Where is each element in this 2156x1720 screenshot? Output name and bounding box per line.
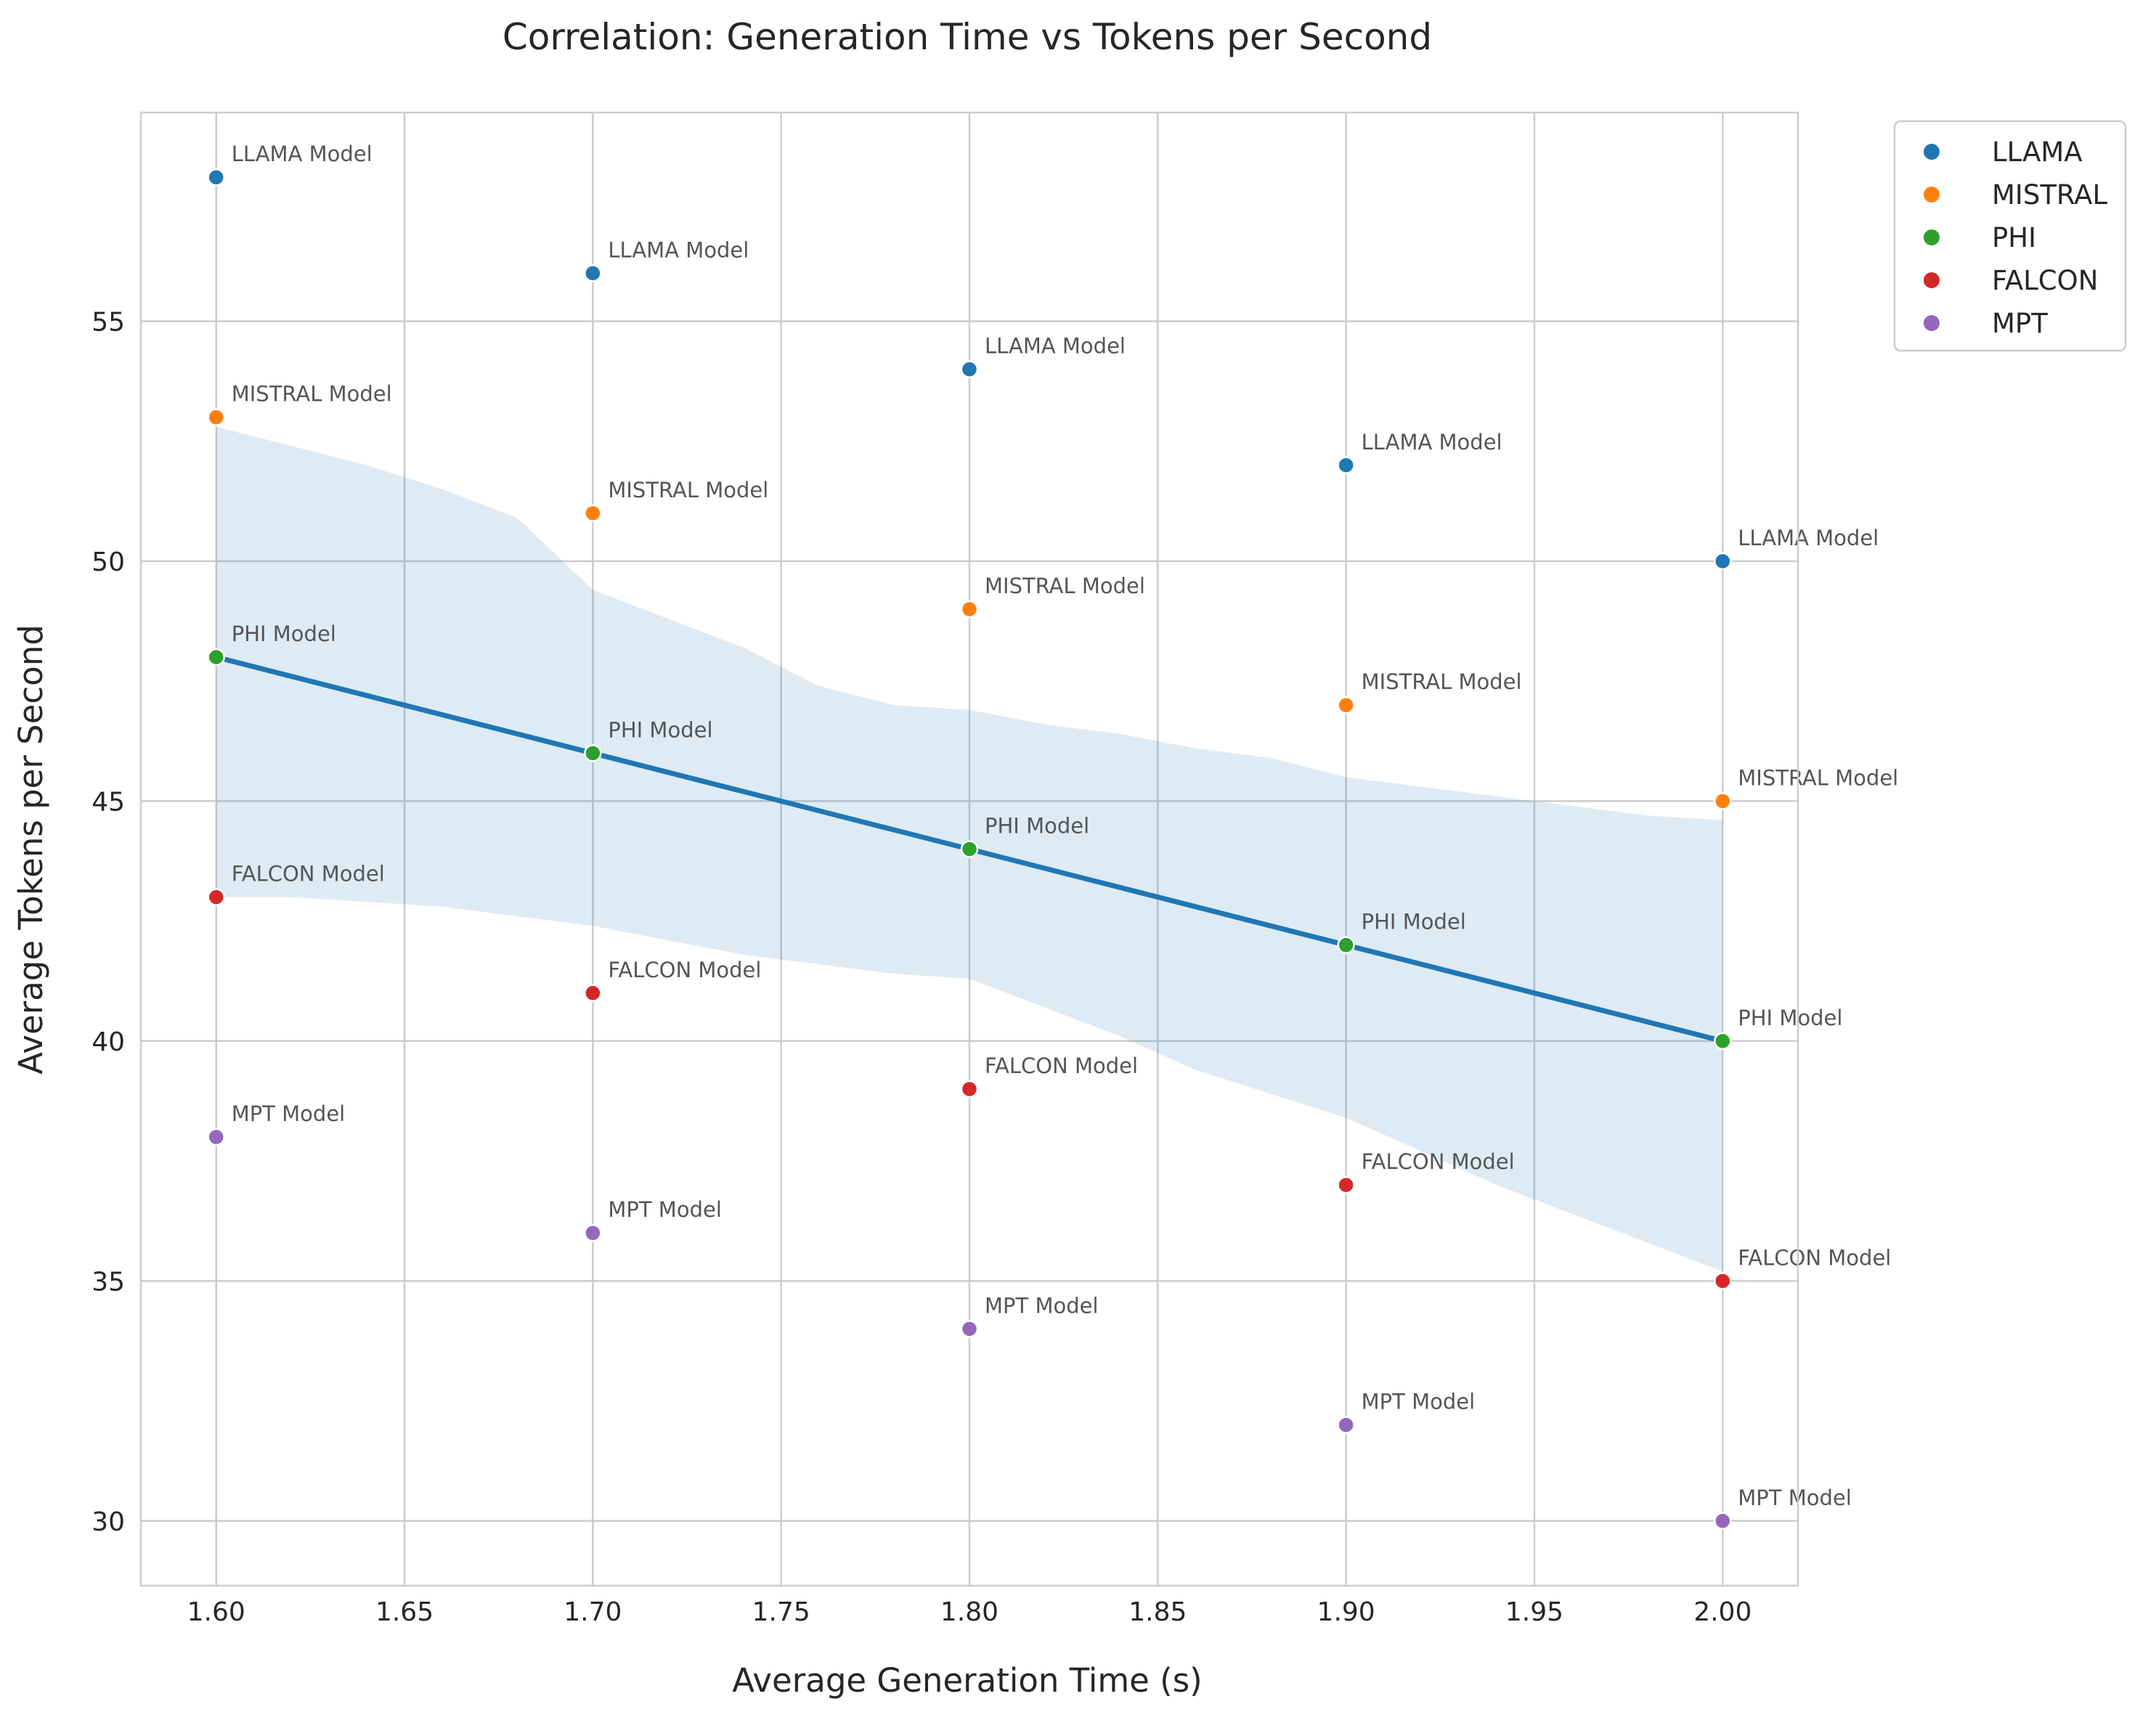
data-point-phi — [207, 648, 225, 667]
point-label: MISTRAL Model — [608, 478, 768, 502]
x-tick-label: 1.75 — [752, 1597, 810, 1627]
point-label: MPT Model — [608, 1197, 722, 1222]
legend: LLAMA MISTRAL PHI FALCON MPT — [1893, 120, 2127, 352]
data-point-falcon — [1714, 1272, 1732, 1290]
point-label: MPT Model — [1362, 1390, 1476, 1414]
legend-label-llama: LLAMA — [1992, 136, 2083, 168]
x-tick-label: 1.95 — [1505, 1597, 1563, 1627]
data-point-falcon — [207, 888, 225, 906]
y-axis-label: Average Tokens per Second — [12, 624, 50, 1075]
point-label: PHI Model — [608, 717, 712, 742]
data-point-phi — [960, 840, 979, 858]
point-label: FALCON Model — [1738, 1245, 1891, 1270]
point-label: FALCON Model — [1362, 1149, 1515, 1174]
y-tick-labels: 30 35 40 45 50 55 — [91, 307, 125, 1536]
point-label: PHI Model — [1738, 1006, 1842, 1030]
x-axis-label: Average Generation Time (s) — [732, 1661, 1202, 1700]
legend-label-phi: PHI — [1992, 222, 2036, 253]
data-point-llama — [207, 168, 225, 187]
point-label: LLAMA Model — [608, 237, 749, 262]
legend-marker-falcon — [1924, 272, 1940, 288]
y-tick-label: 40 — [91, 1027, 125, 1057]
data-point-falcon — [1337, 1175, 1355, 1194]
legend-label-mistral: MISTRAL — [1992, 179, 2107, 211]
legend-marker-mistral — [1924, 187, 1940, 203]
point-label: MISTRAL Model — [1362, 669, 1522, 694]
point-label: MISTRAL Model — [1738, 765, 1898, 790]
data-point-phi — [1337, 936, 1355, 954]
data-point-mistral — [1337, 696, 1355, 714]
legend-label-mpt: MPT — [1992, 308, 2048, 339]
point-label: MPT Model — [232, 1101, 346, 1126]
legend-marker-mpt — [1924, 315, 1940, 331]
chart-title: Correlation: Generation Time vs Tokens p… — [503, 16, 1432, 58]
data-point-mistral — [584, 504, 602, 523]
x-tick-label: 1.80 — [940, 1597, 998, 1627]
y-tick-label: 55 — [91, 307, 125, 337]
data-point-mpt — [1337, 1416, 1355, 1434]
data-point-phi — [584, 744, 602, 762]
data-point-phi — [1714, 1032, 1732, 1051]
point-label: FALCON Model — [232, 862, 385, 887]
x-tick-label: 1.60 — [187, 1597, 245, 1627]
plot-frame — [139, 111, 1799, 1587]
plot-area: LLAMA Model LLAMA Model LLAMA Model LLAMA M… — [139, 111, 1899, 1587]
data-point-mistral — [1714, 792, 1732, 810]
x-tick-label: 1.65 — [375, 1597, 434, 1627]
point-label: LLAMA Model — [985, 334, 1126, 359]
point-label: MISTRAL Model — [232, 382, 392, 407]
point-label: MISTRAL Model — [985, 574, 1145, 598]
point-label: PHI Model — [1362, 910, 1466, 934]
legend-marker-phi — [1924, 229, 1940, 245]
data-point-mpt — [960, 1320, 979, 1338]
point-label: MPT Model — [1738, 1485, 1852, 1510]
y-tick-label: 50 — [91, 547, 125, 577]
x-tick-label: 2.00 — [1693, 1597, 1752, 1627]
y-tick-label: 35 — [91, 1267, 125, 1297]
points-layer — [207, 168, 1732, 1531]
point-label: FALCON Model — [608, 958, 761, 982]
legend-marker-llama — [1924, 144, 1940, 160]
data-point-falcon — [960, 1080, 979, 1099]
data-point-falcon — [584, 984, 602, 1003]
x-tick-labels: 1.60 1.65 1.70 1.75 1.80 1.85 1.90 1.95 2.00 — [187, 1597, 1752, 1627]
y-tick-label: 30 — [91, 1507, 125, 1537]
point-labels-layer: LLAMA Model LLAMA Model LLAMA Model LLAMA M… — [232, 142, 1899, 1510]
point-label: PHI Model — [232, 621, 336, 646]
data-point-llama — [584, 264, 602, 282]
point-label: PHI Model — [985, 814, 1089, 839]
x-tick-label: 1.70 — [564, 1597, 622, 1627]
point-label: FALCON Model — [985, 1053, 1138, 1078]
point-label: LLAMA Model — [1738, 526, 1879, 550]
y-tick-label: 45 — [91, 787, 125, 817]
data-point-llama — [1337, 456, 1355, 475]
x-tick-label: 1.85 — [1128, 1597, 1187, 1627]
data-point-mpt — [207, 1128, 225, 1146]
data-point-mistral — [960, 600, 979, 619]
point-label: LLAMA Model — [1362, 430, 1502, 455]
point-label: LLAMA Model — [232, 142, 373, 166]
legend-label-falcon: FALCON — [1992, 265, 2098, 296]
data-point-mpt — [1714, 1512, 1732, 1531]
data-point-llama — [960, 360, 979, 378]
point-label: MPT Model — [985, 1293, 1099, 1318]
data-point-llama — [1714, 552, 1732, 571]
data-point-mpt — [584, 1223, 602, 1242]
legend-box — [1893, 120, 2127, 352]
x-tick-label: 1.90 — [1317, 1597, 1375, 1627]
data-point-mistral — [207, 408, 225, 426]
